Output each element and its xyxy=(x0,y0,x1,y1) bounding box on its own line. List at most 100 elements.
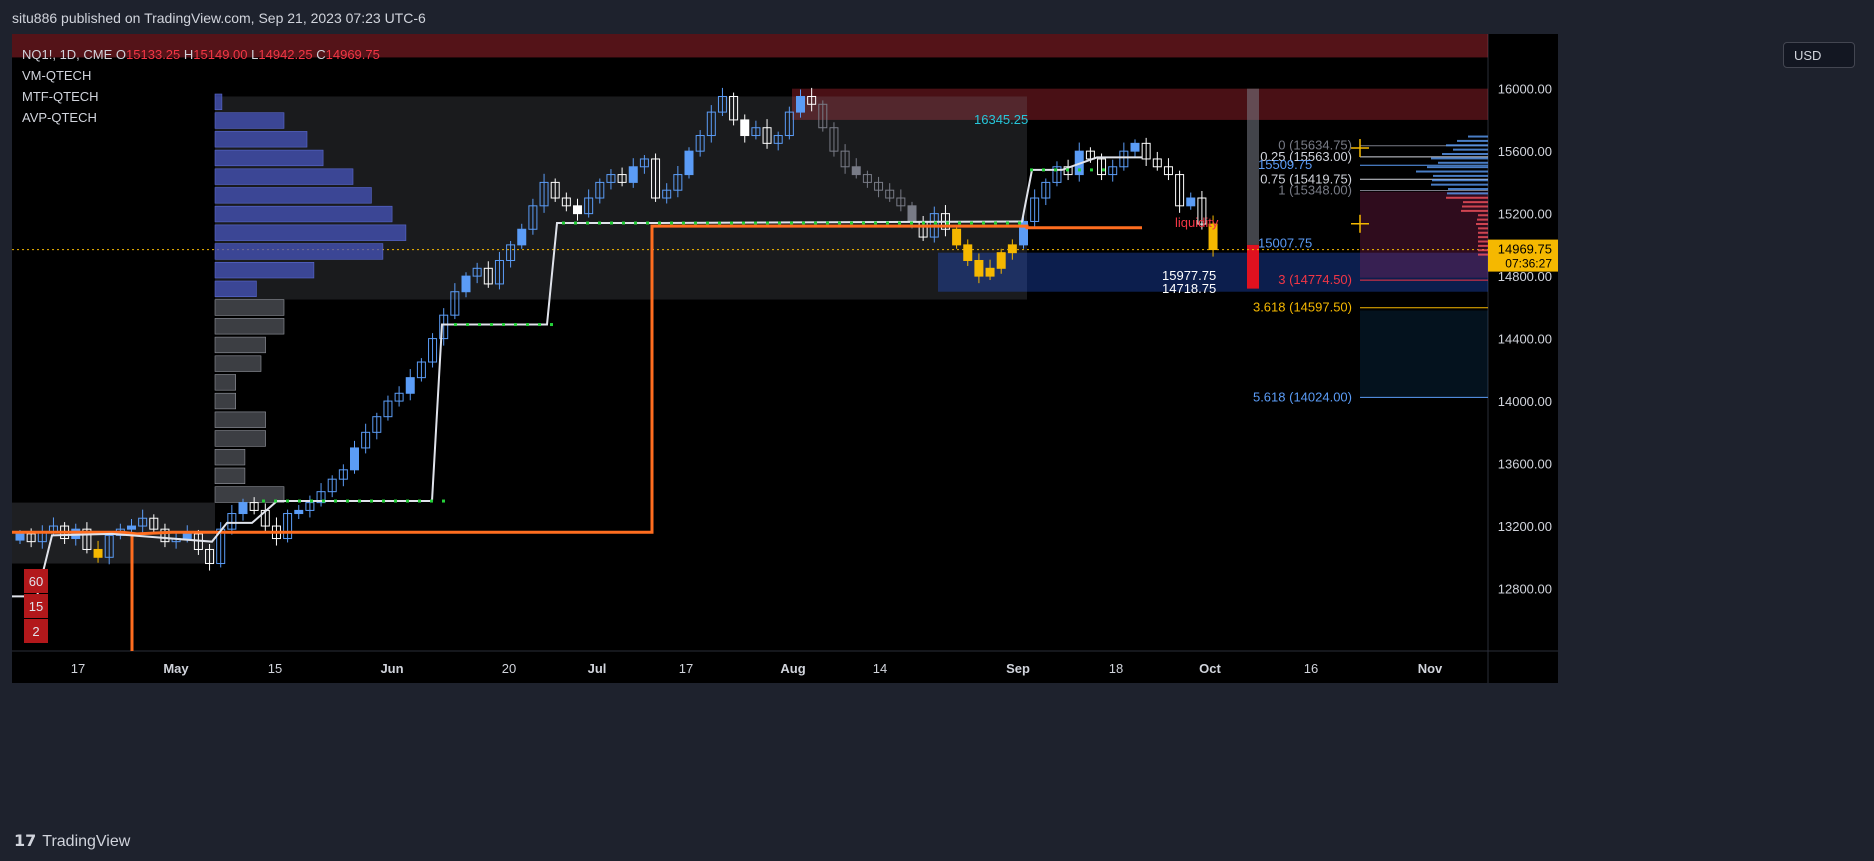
trend-dot xyxy=(358,499,361,503)
label-14718: 14718.75 xyxy=(1162,281,1216,296)
candle-body xyxy=(1052,166,1062,183)
candle-body xyxy=(539,181,549,207)
candle-body xyxy=(249,502,259,511)
price-chart[interactable]: 60 15 2 16345.25 0 (15634.75)0.25 (15563.00)… xyxy=(12,34,1874,822)
volume-profile-bar-right xyxy=(1478,214,1488,217)
price-axis[interactable] xyxy=(1488,34,1558,651)
volume-profile-bar xyxy=(214,392,237,410)
trend-dot xyxy=(274,499,277,503)
candle-body xyxy=(729,95,739,121)
trend-dot xyxy=(862,221,865,225)
candle-body xyxy=(127,525,136,530)
candle-body xyxy=(996,252,1006,269)
trend-dot xyxy=(298,499,301,503)
candle-body xyxy=(138,517,148,527)
candle-body xyxy=(149,517,159,530)
x-tick-label: Sep xyxy=(1006,661,1030,676)
chart-legend[interactable]: NQ1!, 1D, CME O15133.25 H15149.00 L14942… xyxy=(22,44,380,128)
fib-025-label: 0.25 (15563.00) xyxy=(1260,149,1352,164)
time-axis[interactable] xyxy=(12,651,1558,683)
trend-dot xyxy=(802,221,805,225)
candle-body xyxy=(628,166,638,183)
volume-profile-bar-right xyxy=(1447,192,1488,195)
trend-dot xyxy=(1090,168,1093,172)
volume-profile-bar-right xyxy=(1453,148,1488,151)
candle-body xyxy=(104,534,114,558)
volume-profile-bar xyxy=(214,205,393,223)
trend-dot xyxy=(1018,221,1021,225)
trend-dot xyxy=(322,499,325,503)
trend-dot xyxy=(814,221,817,225)
trend-dot xyxy=(994,221,997,225)
trend-dot xyxy=(910,221,913,225)
candle-body xyxy=(283,513,293,540)
tradingview-logo-icon: 17 xyxy=(14,831,37,850)
candle-body xyxy=(985,267,995,277)
x-tick-label: Jun xyxy=(380,661,403,676)
trend-dot xyxy=(682,221,685,225)
candle-body xyxy=(506,244,516,261)
open-label: O xyxy=(115,47,127,62)
tradingview-logo[interactable]: 17 TradingView xyxy=(14,831,130,851)
volume-profile-bar xyxy=(214,224,407,241)
trend-step-line xyxy=(12,224,1142,536)
volume-profile-bar-right xyxy=(1478,253,1488,256)
candle-body xyxy=(773,135,783,144)
trend-dot xyxy=(562,221,565,225)
fib-3618-label: 3.618 (14597.50) xyxy=(1253,300,1352,315)
volume-profile-bar-right xyxy=(1463,201,1488,204)
vm-badge xyxy=(24,569,48,593)
candle-body xyxy=(584,197,594,215)
volume-profile-bar-right xyxy=(1468,135,1488,138)
trend-dot xyxy=(418,499,421,503)
candle-body xyxy=(26,533,36,543)
vm-badge-label: 15 xyxy=(29,599,43,614)
candle-body xyxy=(15,533,25,541)
y-tick-label: 14800.00 xyxy=(1498,269,1552,284)
x-tick-label: 15 xyxy=(268,661,282,676)
indicator-vm[interactable]: VM-QTECH xyxy=(22,68,92,83)
indicator-mtf[interactable]: MTF-QTECH xyxy=(22,89,99,104)
candle-body xyxy=(1108,166,1118,176)
volume-profile-bar-right xyxy=(1438,161,1488,164)
low-value: 14942.25 xyxy=(258,47,313,62)
candle-body xyxy=(807,95,817,105)
y-tick-label: 15600.00 xyxy=(1498,144,1552,159)
trend-dot xyxy=(550,323,553,327)
candle-body xyxy=(595,181,605,199)
vm-badge-label: 60 xyxy=(29,574,43,589)
trend-dot xyxy=(694,221,697,225)
currency-button[interactable]: USD xyxy=(1783,42,1855,68)
volume-profile-bar-right xyxy=(1433,174,1488,177)
last-price-badge xyxy=(1488,239,1558,272)
candle-body xyxy=(483,267,493,285)
candle-body xyxy=(706,111,716,137)
volume-profile-bar-right xyxy=(1478,244,1488,247)
candle-body xyxy=(762,127,772,144)
indicator-avp[interactable]: AVP-QTECH xyxy=(22,110,97,125)
symbol-ohlc-row[interactable]: NQ1!, 1D, CME O15133.25 H15149.00 L14942… xyxy=(22,44,380,65)
footer-bar: 17 TradingView xyxy=(0,822,1874,861)
candle-body xyxy=(93,548,103,558)
candle-body xyxy=(428,338,438,363)
x-tick-label: Oct xyxy=(1199,661,1221,676)
candle-body xyxy=(673,174,683,191)
candle-body xyxy=(1041,181,1051,199)
trend-dot xyxy=(1042,168,1045,172)
swing-high-label: 16345.25 xyxy=(974,112,1028,127)
fib-5618-label: 5.618 (14024.00) xyxy=(1253,389,1352,404)
trend-dot xyxy=(706,221,709,225)
symbol-label[interactable]: NQ1!, 1D, CME xyxy=(22,47,113,62)
trend-dot xyxy=(538,323,541,327)
candle-body xyxy=(896,197,906,207)
trend-dot xyxy=(442,499,445,503)
volume-profile-bar-right xyxy=(1446,144,1488,147)
last-price-label: 14969.75 xyxy=(1498,242,1552,257)
vm-badge-label: 2 xyxy=(32,624,39,639)
fib-0-label: 0 (15634.75) xyxy=(1278,138,1352,153)
trend-dot xyxy=(610,221,613,225)
trend-dot xyxy=(766,221,769,225)
trend-dot xyxy=(982,221,985,225)
volume-profile-bar-right xyxy=(1478,227,1488,230)
candle-body xyxy=(450,291,460,316)
